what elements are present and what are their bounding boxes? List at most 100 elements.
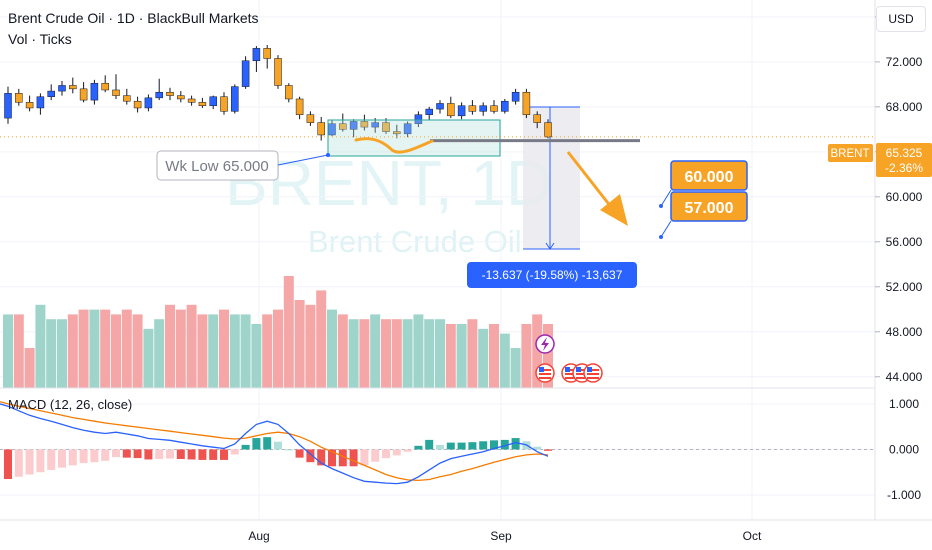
us-flag-icon[interactable] [583, 363, 603, 383]
candle-body [274, 58, 282, 86]
candle-body [198, 102, 207, 106]
macd-histogram-bar [47, 449, 56, 470]
macd-histogram-bar [220, 449, 228, 460]
price-tick-label: 44.000 [886, 370, 923, 384]
candle-body [4, 93, 12, 119]
time-tick-label: Sep [490, 529, 512, 543]
candle-body [457, 105, 466, 117]
volume-bar [111, 314, 121, 388]
candle-body [414, 114, 423, 124]
candle-body [522, 91, 531, 115]
macd-histogram-bar [349, 449, 358, 467]
macd-histogram-bar [274, 441, 282, 450]
candle-body [511, 91, 520, 102]
measure-label[interactable]: -13.637 (-19.58%) -13,637 [467, 262, 637, 288]
macd-histogram-bar [446, 442, 455, 450]
volume-bar [532, 314, 543, 388]
signal-line [0, 401, 549, 482]
volume-bar [57, 319, 67, 388]
events[interactable] [535, 334, 603, 383]
candle-body [133, 100, 142, 109]
pattern-curve [354, 137, 434, 154]
volume-bar [467, 319, 478, 388]
volume-bar [359, 319, 370, 388]
candle-body [533, 114, 541, 123]
price-axis[interactable]: 76.00072.00068.00064.00060.00056.00052.0… [875, 10, 923, 384]
volume-bar [78, 309, 89, 388]
symbol-label-bg [828, 144, 873, 162]
volume-bar [348, 319, 359, 388]
macd-pane [0, 401, 875, 485]
volume-bar [89, 309, 100, 388]
macd-histogram-bar [414, 445, 423, 450]
volume-bar [208, 314, 219, 388]
volume-bar [337, 314, 348, 388]
macd-histogram-bar [209, 449, 218, 460]
macd-histogram-bar [155, 449, 164, 460]
candle-body [25, 102, 34, 109]
macd-histogram-bar [436, 444, 444, 450]
range-box [327, 119, 501, 157]
chart-title[interactable]: Brent Crude Oil · 1D · BlackBull Markets [8, 10, 259, 26]
price-tick-label: 72.000 [886, 55, 923, 69]
macd-histogram-bar [252, 438, 261, 450]
candle-body [90, 82, 99, 101]
target-60-callout[interactable]: 60.000 [659, 160, 748, 208]
macd-histogram-bar [403, 449, 412, 452]
macd-tick-label: 0.000 [889, 442, 919, 456]
macd-title[interactable]: MACD (12, 26, close) [8, 397, 133, 412]
time-axis[interactable]: Aug Sep Oct [248, 529, 762, 543]
candle-body [501, 100, 509, 112]
candle-body [479, 105, 487, 112]
volume-bar [510, 348, 521, 388]
candle-body [252, 48, 261, 61]
candle-body [263, 48, 271, 59]
us-flag-icon[interactable] [535, 363, 555, 383]
volume-bars [3, 276, 553, 388]
volume-bar [251, 324, 262, 388]
macd-histogram-bar [90, 449, 99, 463]
macd-histogram-bar [533, 446, 542, 450]
volume-bar [499, 333, 510, 388]
macd-histogram-bar [68, 449, 77, 466]
macd-histogram-bar [241, 444, 250, 450]
wk-low-callout[interactable]: Wk Low 65.000 [156, 150, 330, 181]
candle-body [360, 121, 369, 128]
last-price-change: -2.36% [885, 161, 923, 175]
macd-histogram-bar [306, 449, 315, 463]
target-57-callout[interactable]: 57.000 [659, 191, 748, 239]
macd-histogram-bar [230, 449, 239, 455]
macd-histogram-bar [360, 449, 369, 466]
candle-body [209, 96, 217, 106]
volume-bar [413, 314, 424, 388]
macd-histogram-bar [295, 449, 304, 458]
volume-bar [46, 319, 57, 388]
macd-histogram-bar [166, 449, 174, 459]
chart-subtitle[interactable]: Vol · Ticks [8, 31, 72, 47]
price-tick-label: 60.000 [886, 190, 923, 204]
macd-histogram-bar [176, 449, 185, 460]
measure-arrow [545, 242, 555, 250]
candle-body [544, 122, 552, 138]
measure-text: -13.637 (-19.58%) -13,637 [482, 268, 623, 282]
volume-bar [143, 328, 154, 388]
candle-body [447, 103, 455, 117]
volume-bar [327, 309, 337, 388]
volume-bar [391, 319, 402, 388]
projection-arrow-line [566, 151, 617, 213]
volume-bar [294, 300, 305, 388]
volume-bar [100, 309, 111, 388]
macd-line [0, 403, 549, 485]
volume-bar [219, 309, 229, 388]
macd-histogram-bar [101, 449, 110, 461]
drawings[interactable] [0, 119, 875, 226]
candle-body [69, 85, 77, 90]
candle-body [144, 97, 153, 109]
currency-button[interactable]: USD [876, 6, 926, 32]
macd-histogram-bar [112, 449, 120, 458]
macd-histogram-bar [144, 449, 153, 460]
macd-axis[interactable]: 1.000 0.000 -1.000 [887, 397, 921, 502]
volume-bar [543, 324, 553, 388]
volume-bar [456, 324, 467, 388]
